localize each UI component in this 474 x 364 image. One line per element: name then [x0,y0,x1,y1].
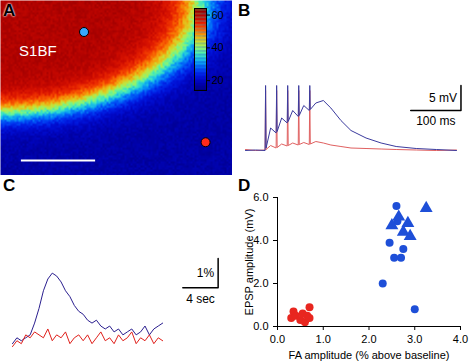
svg-text:EPSP amplitude (mV): EPSP amplitude (mV) [243,209,255,316]
svg-text:4.0: 4.0 [253,234,268,246]
svg-text:100 ms: 100 ms [416,114,455,128]
svg-text:0.0: 0.0 [253,320,268,332]
svg-text:2.0: 2.0 [361,333,376,345]
svg-text:3.0: 3.0 [407,333,422,345]
html-text:B: B [238,1,251,20]
svg-text:1%: 1% [197,266,215,280]
svg-text:60: 60 [212,9,224,21]
svg-text:FA amplitude (% above baseline: FA amplitude (% above baseline) [289,349,450,361]
html-text:A: A [3,1,16,20]
svg-text:2.0: 2.0 [253,277,268,289]
svg-text:4 sec: 4 sec [186,292,215,306]
svg-text:40: 40 [212,41,224,53]
svg-text:20: 20 [212,74,224,86]
svg-text:S1BF: S1BF [19,42,57,59]
svg-text:0.0: 0.0 [270,333,285,345]
svg-text:4.0: 4.0 [453,333,468,345]
svg-text:6.0: 6.0 [253,191,268,203]
html-text:D: D [238,176,251,195]
svg-text:1.0: 1.0 [316,333,331,345]
html-text:C: C [3,176,16,195]
svg-text:5 mV: 5 mV [429,91,457,105]
